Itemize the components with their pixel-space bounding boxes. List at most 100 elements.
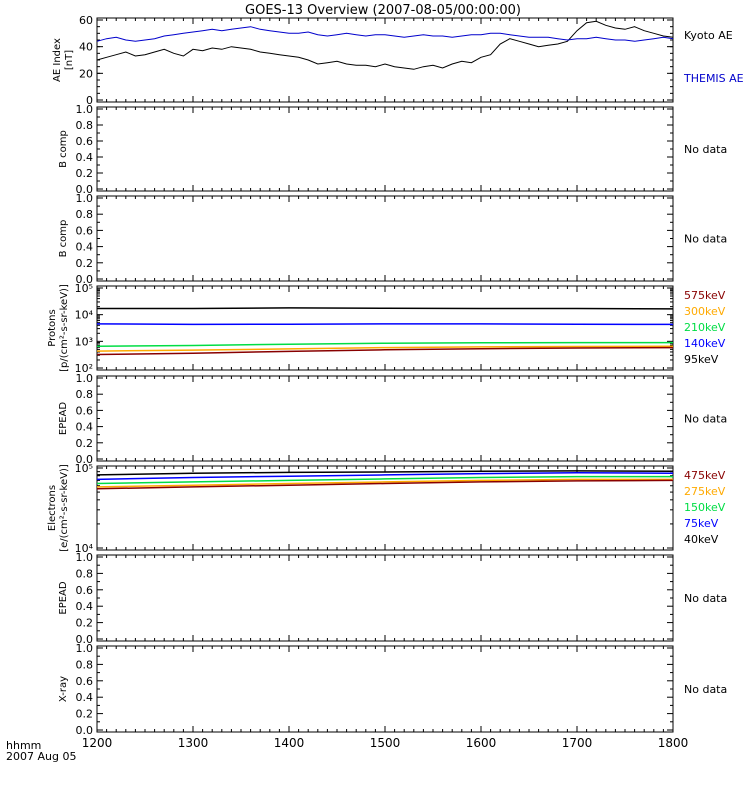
y-tick-label: 0.0 [76,633,94,646]
series-line-75keV [96,472,674,481]
panel-frame [96,106,674,192]
series-line-300keV [96,345,674,352]
footer-hhmm: hhmm [6,739,41,752]
y-tick-label: 0.4 [76,600,94,613]
panel-xray: 0.0 0.2 0.4 0.6 0.8 1.0 X-ray No data [58,642,727,737]
x-tick-label: 1500 [370,736,401,750]
y-tick-label: 0 [86,94,93,107]
y-tick-label: 1.0 [76,372,94,385]
y-tick-label: 0.2 [76,617,94,630]
y-tick-label: 0.6 [76,135,94,148]
legend-entry: 95keV [684,353,719,366]
legend-entry: Kyoto AE [684,29,733,42]
series-line-kyoto-ae [96,20,674,70]
y-tick-label: 40 [79,41,93,54]
x-tick-label: 1200 [82,736,113,750]
series-line-95keV [97,307,674,310]
x-tick-label: 1300 [178,736,209,750]
panel-electrons: 10⁴ 10⁵ Electrons [e/(cm²-s-sr-keV)] 475keV 2… [47,462,726,555]
y-tick-label: 0.0 [76,724,94,737]
y-tick-label: 0.4 [76,241,94,254]
legend-entry: 475keV [684,469,726,482]
y-tick-label: 0.2 [76,437,94,450]
series-line-40keV [96,470,674,476]
panel-frame [96,17,674,103]
y-tick-label: 0.6 [76,584,94,597]
series-line-140keV [96,323,674,326]
legend-entry: 150keV [684,501,726,514]
y-tick-label: 20 [79,67,93,80]
series-line-475keV [96,479,674,490]
y-tick-label: 0.4 [76,421,94,434]
legend-entry: 140keV [684,337,726,350]
time-axis: 1200 1300 1400 1500 1600 1700 1800 [82,736,689,750]
x-tick-label: 1800 [658,736,689,750]
panel-frame [96,285,674,371]
legend-entry: 210keV [684,321,726,334]
y-axis-label: EPEAD [58,402,69,436]
y-tick-label: 0.8 [76,119,94,132]
y-tick-label: 1.0 [76,642,94,655]
y-axis-label: AE Index [52,38,63,82]
y-tick-label: 0.8 [76,208,94,221]
series-line-150keV [96,475,673,485]
y-tick-label: 0.8 [76,567,94,580]
footer-date: 2007 Aug 05 [6,750,76,763]
x-tick-label: 1400 [274,736,305,750]
panel-frame [96,195,674,282]
panel-epead-1: 0.0 0.2 0.4 0.6 0.8 1.0 EPEAD No data [58,372,727,466]
y-tick-label: 10² [75,362,93,375]
panel-bcomp-1: 0.0 0.2 0.4 0.6 0.8 1.0 B comp No data [58,103,727,196]
y-axis-label: [p/(cm²-s-sr-keV)] [59,284,70,372]
no-data-label: No data [684,233,727,246]
legend-entry: 75keV [684,517,719,530]
x-tick-label: 1600 [466,736,497,750]
y-tick-label: 0.4 [76,151,94,164]
y-tick-label: 1.0 [76,551,94,564]
y-axis-label: Electrons [47,485,58,531]
panel-ae: 0 20 40 60 AE Index [nT] Kyoto AE THEMIS AE [52,14,744,107]
x-tick-label: 1700 [562,736,593,750]
legend-entry: 40keV [684,533,719,546]
panel-protons: 10² 10³ 10⁴ 10⁵ Protons [p/(cm²-s-sr-keV)] 575… [47,282,726,375]
panel-bcomp-2: 0.0 0.2 0.4 0.6 0.8 1.0 B comp No data [58,192,727,286]
y-tick-label: 0.6 [76,224,94,237]
y-tick-label: 10⁵ [75,462,93,475]
y-axis-label: Protons [47,309,58,346]
y-tick-label: 1.0 [76,103,94,116]
y-axis-label: B comp [58,220,69,258]
panel-frame [96,645,674,733]
no-data-label: No data [684,592,727,605]
no-data-label: No data [684,683,727,696]
series-line-275keV [96,478,673,488]
y-axis-label: EPEAD [58,581,69,615]
y-tick-label: 60 [79,14,93,27]
legend-entry: THEMIS AE [683,72,744,85]
no-data-label: No data [684,143,727,156]
y-tick-label: 0.2 [76,257,94,270]
y-tick-label: 10⁵ [75,282,93,295]
legend-entry: 300keV [684,305,726,318]
y-tick-label: 0.0 [76,273,94,286]
y-axis-label: X-ray [58,676,69,702]
figure-title: GOES-13 Overview (2007-08-05/00:00:00) [245,3,521,18]
series-line-themis-ae [96,26,674,42]
y-tick-label: 0.8 [76,658,94,671]
y-tick-label: 10⁴ [75,542,94,555]
y-tick-label: 0.4 [76,691,94,704]
no-data-label: No data [684,413,727,426]
series-line-210keV [96,341,673,348]
y-axis-label: [nT] [64,50,75,70]
panel-frame [96,375,674,462]
y-tick-label: 1.0 [76,192,94,205]
y-axis-label: [e/(cm²-s-sr-keV)] [59,464,70,552]
y-tick-label: 10⁴ [75,309,94,322]
panel-epead-2: 0.0 0.2 0.4 0.6 0.8 1.0 EPEAD No data [58,551,727,646]
y-axis-label: B comp [58,130,69,168]
y-tick-label: 0.0 [76,183,94,196]
legend-entry: 575keV [684,289,726,302]
y-tick-label: 0.6 [76,675,94,688]
y-tick-label: 0.2 [76,708,94,721]
y-tick-label: 0.8 [76,388,94,401]
